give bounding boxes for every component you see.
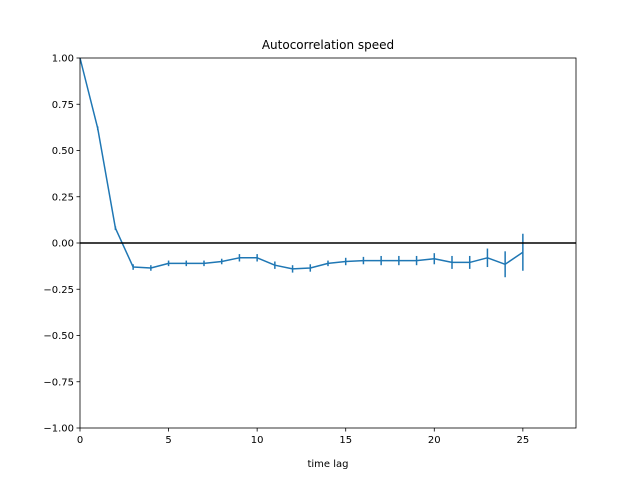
x-tick-label: 10 <box>251 435 264 446</box>
y-tick-label: −0.50 <box>43 331 74 342</box>
x-tick-label: 15 <box>339 435 352 446</box>
chart-title: Autocorrelation speed <box>262 38 394 52</box>
y-tick-label: −0.25 <box>43 285 74 296</box>
y-tick-label: −1.00 <box>43 424 74 435</box>
y-tick-label: 1.00 <box>52 54 74 65</box>
x-axis-label: time lag <box>307 459 348 470</box>
data-layer <box>79 57 524 278</box>
x-tick-label: 20 <box>428 435 441 446</box>
y-tick-label: −0.75 <box>43 377 74 388</box>
y-tick-label: 0.00 <box>52 239 74 250</box>
series-line <box>79 57 524 270</box>
x-tick-label: 25 <box>516 435 529 446</box>
x-tick-label: 0 <box>77 435 83 446</box>
y-axis-ticks: −1.00 −0.75 −0.50 −0.25 0.00 0.25 0.50 0.75 1.00 <box>43 54 80 435</box>
y-tick-label: 0.75 <box>52 100 74 111</box>
x-axis-ticks: 0 5 10 15 20 25 <box>77 428 529 446</box>
y-tick-label: 0.25 <box>52 192 74 203</box>
y-tick-label: 0.50 <box>52 146 74 157</box>
x-tick-label: 5 <box>165 435 171 446</box>
